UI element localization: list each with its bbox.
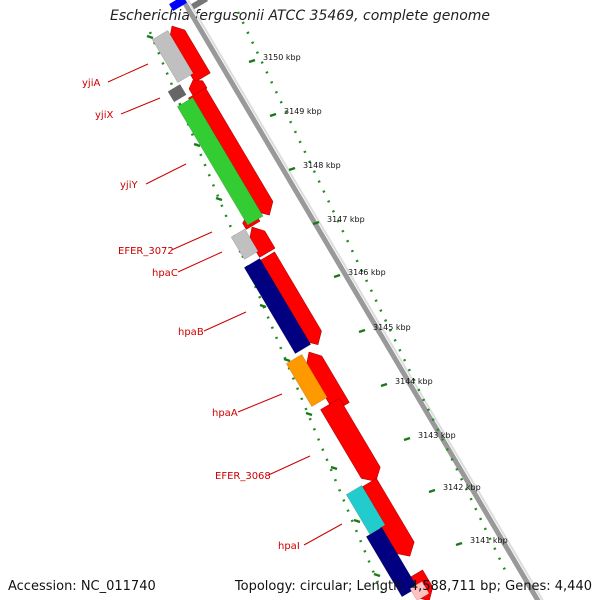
- gene-label[interactable]: hpaI: [278, 541, 300, 552]
- gene-label[interactable]: EFER_3072: [118, 246, 174, 257]
- kbp-tick: [269, 112, 277, 118]
- gene-label-connector: [203, 311, 247, 332]
- inner-tick: [353, 518, 361, 524]
- kbp-label: 3149 kbp: [284, 107, 322, 116]
- kbp-tick: [380, 382, 388, 388]
- inner-tick: [146, 34, 154, 40]
- inner-tick: [283, 357, 291, 363]
- kbp-tick: [288, 166, 296, 172]
- gene-label-connector: [171, 231, 213, 251]
- gene-label[interactable]: yjiY: [120, 180, 138, 191]
- kbp-label: 3147 kbp: [327, 215, 365, 224]
- kbp-label: 3142 kbp: [443, 483, 481, 492]
- gene-label-connector: [107, 63, 149, 83]
- gene-label[interactable]: hpaB: [178, 327, 204, 338]
- gene-label-connector: [145, 163, 187, 185]
- gene-EFER_3072[interactable]: [230, 228, 259, 260]
- topology-text: Topology: circular; Length: 4,588,711 bp…: [234, 579, 592, 594]
- gene-label-connector: [120, 97, 161, 115]
- gene-pink[interactable]: [409, 581, 430, 600]
- gene-yjiA[interactable]: [151, 30, 194, 83]
- outer-ruler: [236, 11, 507, 571]
- backbone-highlight: [187, 0, 544, 600]
- kbp-tick: [312, 220, 320, 226]
- gene-label-connector: [237, 393, 283, 413]
- kbp-tick: [358, 328, 366, 334]
- inner-tick: [330, 465, 338, 471]
- kbp-label: 3145 kbp: [373, 323, 411, 332]
- inner-tick: [305, 411, 313, 417]
- gene-label-connector: [177, 251, 223, 273]
- inner-tick: [215, 196, 223, 202]
- gene-hpaI[interactable]: [345, 485, 386, 535]
- kbp-tick: [428, 488, 436, 494]
- gene-label-connector: [268, 455, 311, 476]
- gene-hpaA[interactable]: [285, 354, 328, 407]
- inner-tick: [193, 142, 201, 148]
- kbp-tick: [403, 436, 411, 442]
- gene-label[interactable]: yjiX: [95, 110, 113, 121]
- accession-text: Accession: NC_011740: [8, 579, 156, 594]
- gene-segment-blue[interactable]: [169, 0, 187, 11]
- gene-yjiX[interactable]: [167, 84, 187, 103]
- gene-hpaB[interactable]: [243, 258, 312, 354]
- inner-tick: [259, 303, 267, 309]
- kbp-tick: [248, 58, 256, 64]
- gene-label[interactable]: hpaC: [152, 268, 178, 279]
- gene-label[interactable]: hpaA: [212, 408, 238, 419]
- backbone-line: [180, 0, 541, 600]
- kbp-label: 3148 kbp: [303, 161, 341, 170]
- gene-label[interactable]: EFER_3068: [215, 471, 271, 482]
- inner-tick: [373, 572, 381, 578]
- kbp-label: 3146 kbp: [348, 268, 386, 277]
- kbp-tick: [455, 541, 463, 547]
- gene-label[interactable]: yjiA: [82, 78, 100, 89]
- kbp-label: 3141 kbp: [470, 536, 508, 545]
- kbp-label: 3143 kbp: [418, 431, 456, 440]
- gene-label-connector: [303, 523, 343, 546]
- kbp-tick: [333, 273, 341, 279]
- gene-arrow-forward[interactable]: [320, 398, 381, 482]
- gene-yjiY[interactable]: [176, 97, 264, 226]
- gene-segment-gray[interactable]: [191, 0, 208, 10]
- map-title: Escherichia fergusonii ATCC 35469, compl…: [109, 8, 491, 24]
- kbp-label: 3150 kbp: [263, 53, 301, 62]
- kbp-label: 3144 kbp: [395, 377, 433, 386]
